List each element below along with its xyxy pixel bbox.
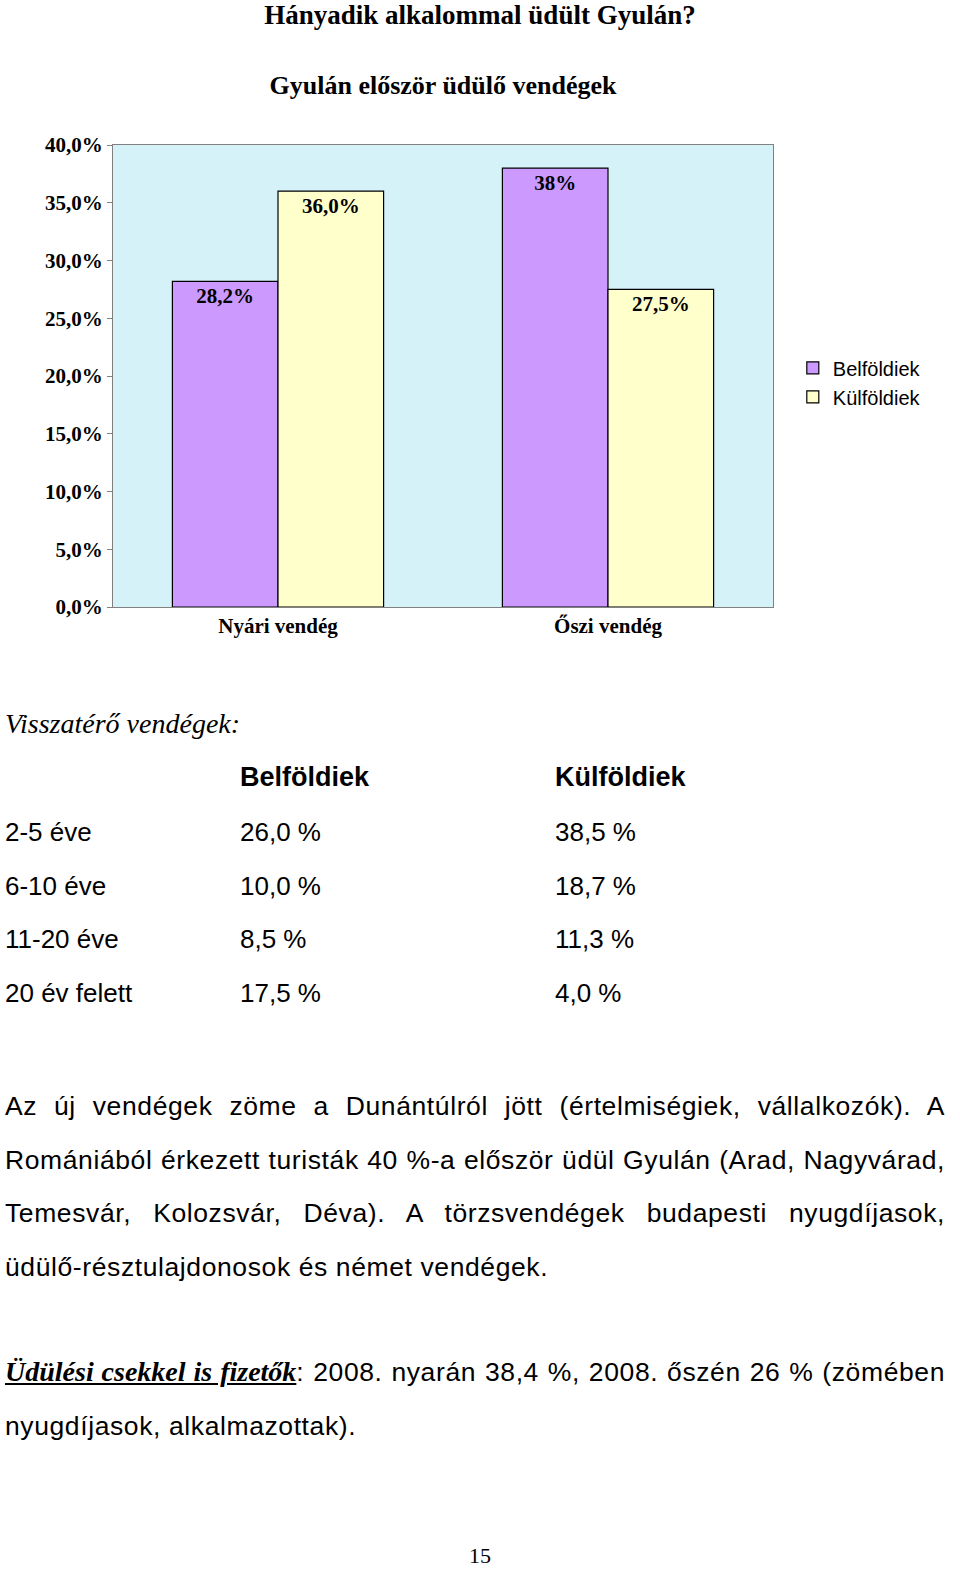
svg-text:5,0%: 5,0% — [56, 538, 103, 562]
html-text:18,7 %: 18,7 % — [555, 870, 636, 901]
html-text:11,3 %: 11,3 % — [555, 924, 634, 954]
svg-text:40,0%: 40,0% — [45, 133, 103, 157]
svg-text:Gyulán először üdülő vendégek: Gyulán először üdülő vendégek — [270, 71, 618, 100]
html-text:4,0 %: 4,0 % — [555, 977, 622, 1008]
html-text:Üdülési csekkel is fizetők: 20: Üdülési csekkel is fizetők: 2008. nyarán… — [5, 1356, 945, 1441]
svg-text:15,0%: 15,0% — [45, 422, 103, 446]
html-text:Hányadik alkalommal üdült Gyul: Hányadik alkalommal üdült Gyulán? — [264, 0, 696, 30]
svg-text:30,0%: 30,0% — [45, 249, 103, 273]
svg-text:27,5%: 27,5% — [632, 292, 690, 316]
svg-text:Nyári vendég: Nyári vendég — [218, 614, 338, 638]
html-text:10,0 %: 10,0 % — [240, 870, 321, 901]
svg-text:38%: 38% — [534, 171, 576, 195]
html-text:11-20 éve: 11-20 éve — [5, 924, 119, 954]
html-text:Belföldiek: Belföldiek — [240, 762, 369, 792]
html-text:2-5 éve: 2-5 éve — [5, 817, 92, 847]
html-text:38,5 %: 38,5 % — [555, 817, 636, 847]
html-text:8,5 %: 8,5 % — [240, 924, 307, 954]
html-text:17,5 %: 17,5 % — [240, 977, 321, 1008]
svg-text:0,0%: 0,0% — [56, 595, 103, 619]
svg-text:Belföldiek: Belföldiek — [833, 358, 921, 380]
svg-text:36,0%: 36,0% — [302, 194, 360, 218]
html-text:Külföldiek: Külföldiek — [555, 762, 686, 792]
svg-text:10,0%: 10,0% — [45, 480, 103, 504]
html-text:20 év felett: 20 év felett — [5, 977, 133, 1008]
html-text:Az új vendégek zöme a Dunántúl: Az új vendégek zöme a Dunántúlról jött (… — [5, 1091, 945, 1282]
svg-text:Külföldiek: Külföldiek — [833, 387, 921, 409]
html-text:6-10 éve: 6-10 éve — [5, 870, 107, 901]
html-text:15: 15 — [469, 1543, 491, 1568]
svg-text:20,0%: 20,0% — [45, 364, 103, 388]
svg-text:35,0%: 35,0% — [45, 191, 103, 215]
html-text:Visszatérő vendégek:: Visszatérő vendégek: — [5, 708, 241, 739]
svg-text:28,2%: 28,2% — [196, 284, 254, 308]
html-text:26,0 %: 26,0 % — [240, 817, 321, 847]
svg-text:Őszi vendég: Őszi vendég — [554, 614, 662, 638]
svg-text:25,0%: 25,0% — [45, 307, 103, 331]
